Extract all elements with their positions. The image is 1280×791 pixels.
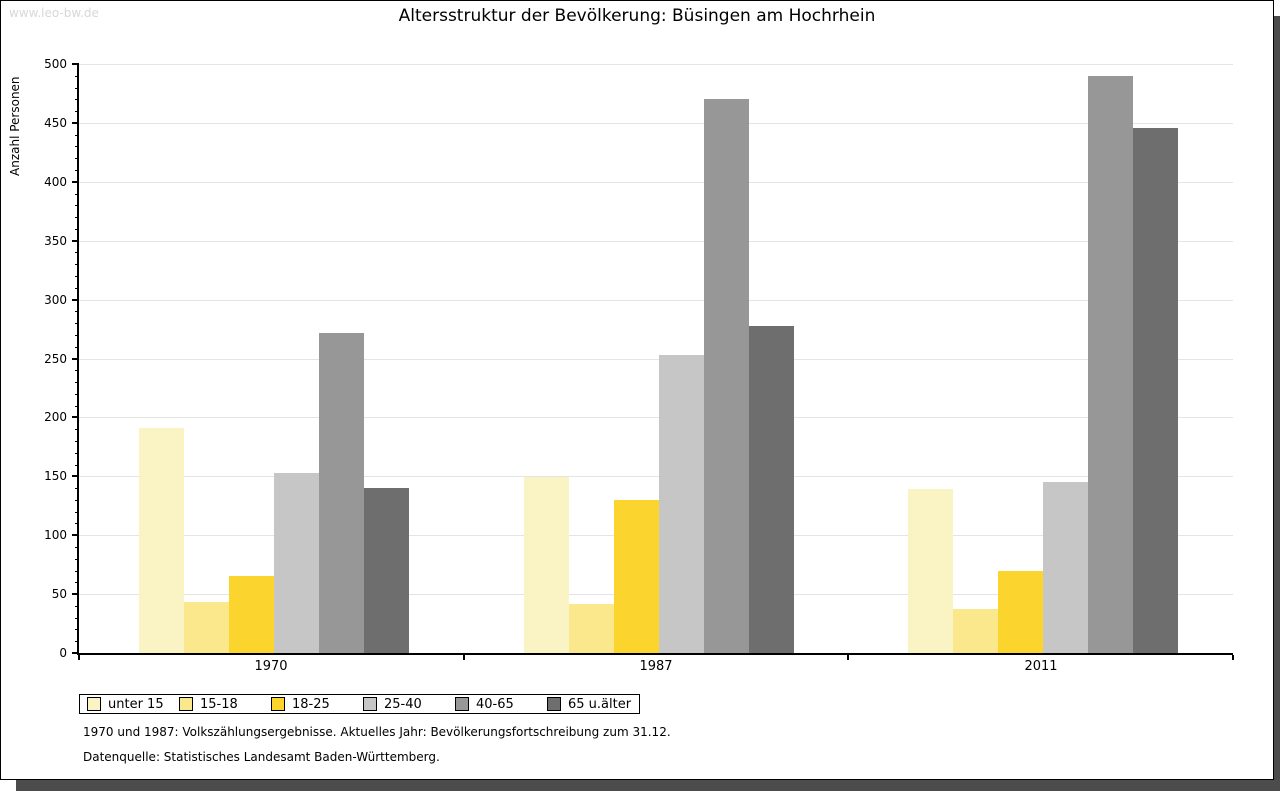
gridline-400 [79, 182, 1233, 183]
y-tick-label-300: 300 [44, 293, 67, 307]
y-axis-line [77, 64, 79, 655]
watermark-text: www.leo-bw.de [9, 6, 99, 20]
legend-entry-25-40: 25-40 [363, 695, 422, 713]
legend-entry-unter-15: unter 15 [87, 695, 164, 713]
bar-25-40-1987 [659, 355, 704, 653]
y-major-tick-350 [72, 240, 79, 242]
bar-65-u.älter-1970 [364, 488, 409, 653]
card-shadow-right [1274, 16, 1280, 791]
bar-18-25-1970 [229, 576, 274, 653]
legend-swatch-18-25 [271, 697, 285, 711]
x-category-label-2011: 2011 [1024, 659, 1058, 674]
bar-15-18-1987 [569, 604, 614, 653]
bar-15-18-1970 [184, 602, 229, 653]
y-tick-label-400: 400 [44, 175, 67, 189]
legend-label-unter-15: unter 15 [108, 696, 164, 712]
x-boundary-tick [1232, 655, 1234, 660]
y-major-tick-250 [72, 358, 79, 360]
y-major-tick-200 [72, 416, 79, 418]
x-boundary-tick [78, 655, 80, 660]
y-tick-label-0: 0 [59, 646, 67, 660]
legend-swatch-65-u.älter [547, 697, 561, 711]
bar-65-u.älter-2011 [1133, 128, 1178, 653]
legend-swatch-15-18 [179, 697, 193, 711]
legend-label-25-40: 25-40 [384, 696, 422, 712]
y-tick-label-500: 500 [44, 57, 67, 71]
legend-entry-65-u.älter: 65 u.älter [547, 695, 631, 713]
gridline-300 [79, 300, 1233, 301]
legend-swatch-40-65 [455, 697, 469, 711]
x-boundary-tick [463, 655, 465, 660]
y-major-tick-150 [72, 475, 79, 477]
bar-15-18-2011 [953, 609, 998, 653]
y-tick-label-350: 350 [44, 234, 67, 248]
legend-swatch-unter-15 [87, 697, 101, 711]
gridline-500 [79, 64, 1233, 65]
gridline-450 [79, 123, 1233, 124]
bar-unter-15-2011 [908, 489, 953, 653]
legend-box: unter 15 15-18 18-25 25-40 40-65 65 u.älter [79, 694, 640, 714]
y-tick-label-200: 200 [44, 410, 67, 424]
legend-label-40-65: 40-65 [476, 696, 514, 712]
gridline-150 [79, 476, 1233, 477]
card-shadow-bottom [16, 780, 1280, 791]
x-category-label-1987: 1987 [639, 659, 673, 674]
chart-title: Altersstruktur der Bevölkerung: Büsingen… [398, 6, 876, 26]
bar-40-65-1970 [319, 333, 364, 653]
y-major-tick-450 [72, 122, 79, 124]
bar-25-40-1970 [274, 473, 319, 653]
y-tick-label-150: 150 [44, 469, 67, 483]
y-major-tick-50 [72, 593, 79, 595]
gridline-200 [79, 417, 1233, 418]
gridline-350 [79, 241, 1233, 242]
plot-area: 0 50 100 150 200 250 300 350 400 450 500 1970 1987 20… [1, 1, 1273, 779]
legend-label-15-18: 15-18 [200, 696, 238, 712]
y-major-tick-500 [72, 63, 79, 65]
footnote-line-1: 1970 und 1987: Volkszählungsergebnisse. … [83, 725, 671, 739]
y-tick-label-450: 450 [44, 116, 67, 130]
y-tick-label-100: 100 [44, 528, 67, 542]
footnote-line-2: Datenquelle: Statistisches Landesamt Bad… [83, 750, 440, 764]
bar-18-25-1987 [614, 500, 659, 653]
y-tick-label-50: 50 [51, 587, 67, 601]
y-major-tick-100 [72, 534, 79, 536]
bar-25-40-2011 [1043, 482, 1088, 653]
y-major-tick-300 [72, 299, 79, 301]
y-major-tick-400 [72, 181, 79, 183]
bar-40-65-1987 [704, 99, 749, 653]
bar-18-25-2011 [998, 571, 1043, 653]
x-boundary-tick [847, 655, 849, 660]
y-major-tick-0 [72, 652, 79, 654]
x-category-label-1970: 1970 [254, 659, 288, 674]
bar-unter-15-1970 [139, 428, 184, 653]
bar-65-u.älter-1987 [749, 326, 794, 653]
legend-label-18-25: 18-25 [292, 696, 330, 712]
bar-40-65-2011 [1088, 76, 1133, 653]
bar-unter-15-1987 [524, 477, 569, 653]
y-tick-label-250: 250 [44, 352, 67, 366]
legend-swatch-25-40 [363, 697, 377, 711]
legend-label-65-u.älter: 65 u.älter [568, 696, 632, 712]
gridline-250 [79, 359, 1233, 360]
legend-entry-15-18: 15-18 [179, 695, 238, 713]
x-axis-line [77, 653, 1233, 655]
legend-entry-18-25: 18-25 [271, 695, 330, 713]
legend-entry-40-65: 40-65 [455, 695, 514, 713]
